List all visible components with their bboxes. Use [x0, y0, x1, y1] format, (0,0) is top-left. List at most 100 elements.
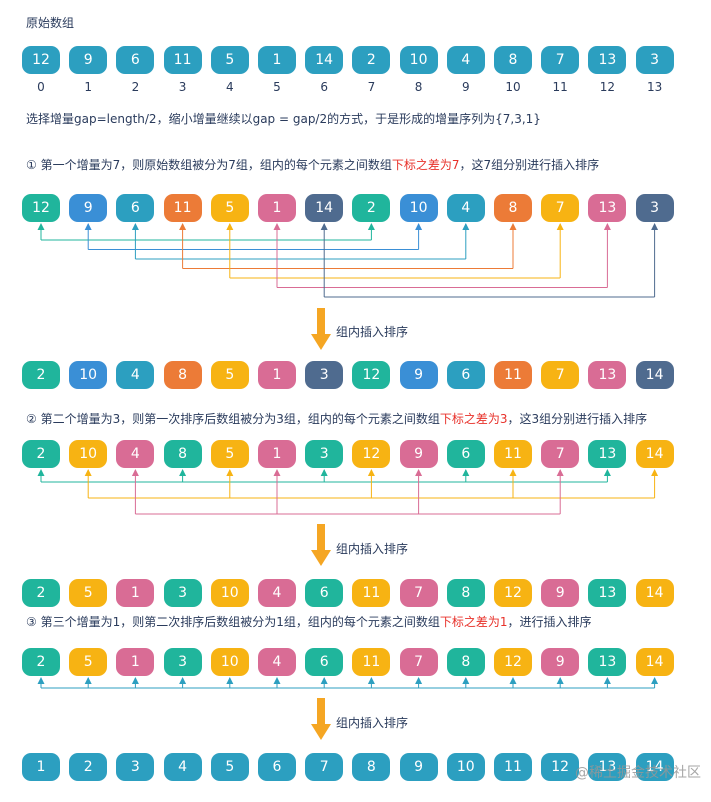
final-array-item: 2: [69, 753, 108, 781]
step3-array-item: 9: [541, 648, 580, 676]
final-array-item: 11: [494, 753, 532, 781]
index-label: 4: [225, 80, 234, 94]
index-label: 2: [131, 80, 140, 94]
index-label: 3: [178, 80, 187, 94]
arrowhead-icon: [415, 677, 423, 684]
down-arrow-icon: [311, 308, 331, 350]
index-label: 11: [552, 80, 568, 94]
final-array-item: 3: [116, 753, 155, 781]
index-label: 7: [367, 80, 376, 94]
step2-array-item: 1: [258, 440, 296, 468]
arrowhead-icon: [367, 677, 375, 684]
arrowhead-icon: [603, 223, 611, 230]
index-label: 13: [646, 80, 663, 94]
after-step2-array-item: 5: [69, 579, 108, 607]
after-step1-array-item: 4: [116, 361, 155, 389]
final-array-item: 5: [210, 753, 249, 781]
index-label: 10: [505, 80, 521, 94]
arrowhead-icon: [556, 469, 564, 476]
arrowhead-icon: [226, 677, 234, 684]
arrowhead-icon: [226, 223, 234, 230]
after-step1-array-item: 11: [494, 361, 532, 389]
arrowhead-icon: [273, 223, 281, 230]
insertion-sort-label-3: 组内插入排序: [336, 716, 409, 730]
after-step2-array-item: 7: [399, 579, 438, 607]
arrowhead-icon: [179, 469, 187, 476]
final-array-item: 10: [446, 753, 485, 781]
arrowhead-icon: [84, 223, 92, 230]
arrowhead-icon: [556, 677, 564, 684]
final-array-item: 1: [22, 753, 60, 781]
original-array-item: 2: [352, 46, 391, 74]
after-step2-array-item: 3: [163, 579, 202, 607]
step2-desc-pre: ② 第二个增量为3，则第一次排序后数组被分为3组，组内的每个元素之间数组: [26, 412, 440, 426]
step2-array-item: 11: [494, 440, 532, 468]
after-step1-array-item: 6: [446, 361, 485, 389]
step2-array-item: 10: [69, 440, 108, 468]
arrowhead-icon: [179, 223, 187, 230]
after-step1-array-item: 10: [69, 361, 108, 389]
after-step1-array-item: 9: [399, 361, 438, 389]
original-array-item: 12: [22, 46, 60, 74]
arrowhead-icon: [84, 677, 92, 684]
arrowhead-icon: [651, 469, 659, 476]
arrowhead-icon: [367, 223, 375, 230]
step3-array-item: 14: [635, 648, 674, 676]
arrowhead-icon: [603, 677, 611, 684]
after-step2-array-item: 13: [588, 579, 627, 607]
step3-array-item: 6: [305, 648, 344, 676]
arrowhead-icon: [651, 677, 659, 684]
arrowhead-icon: [651, 223, 659, 230]
step1-array-item: 4: [446, 194, 485, 222]
arrowhead-icon: [179, 677, 187, 684]
step2-description: ② 第二个增量为3，则第一次排序后数组被分为3组，组内的每个元素之间数组下标之差…: [26, 410, 647, 427]
step1-description: ① 第一个增量为7，则原始数组被分为7组，组内的每个元素之间数组下标之差为7，这…: [26, 156, 599, 173]
after-step1-array-item: 2: [22, 361, 60, 389]
arrowhead-icon: [415, 469, 423, 476]
arrowhead-icon: [509, 677, 517, 684]
step2-array-item: 14: [635, 440, 674, 468]
original-array-item: 6: [116, 46, 155, 74]
after-step2-array-item: 12: [494, 579, 532, 607]
step2-array-item: 2: [22, 440, 60, 468]
arrowhead-icon: [320, 469, 328, 476]
step1-array-item: 8: [494, 194, 532, 222]
original-array-item: 11: [163, 46, 202, 74]
step3-array-item: 12: [494, 648, 532, 676]
after-step1-array-item: 14: [635, 361, 674, 389]
arrowhead-icon: [415, 223, 423, 230]
index-label: 5: [273, 80, 281, 94]
arrowhead-icon: [462, 469, 470, 476]
arrowhead-icon: [367, 469, 375, 476]
after-step1-array-item: 12: [352, 361, 391, 389]
after-step2-array-item: 4: [258, 579, 296, 607]
step3-description: ③ 第三个增量为1，则第二次排序后数组被分为1组，组内的每个元素之间数组下标之差…: [26, 613, 592, 630]
original-array-item: 14: [305, 46, 344, 74]
final-array-item: 4: [163, 753, 202, 781]
arrowhead-icon: [37, 469, 45, 476]
original-array-item: 10: [399, 46, 438, 74]
step1-array-item: 3: [635, 194, 674, 222]
arrowhead-icon: [37, 223, 45, 230]
final-array-item: 13: [588, 753, 627, 781]
after-step2-array-item: 8: [446, 579, 485, 607]
arrowhead-icon: [131, 469, 139, 476]
gap-intro-text: 选择增量gap=length/2，缩小增量继续以gap = gap/2的方式，于…: [26, 112, 541, 126]
step3-array-item: 1: [116, 648, 155, 676]
arrowhead-icon: [320, 223, 328, 230]
insertion-sort-label-2: 组内插入排序: [336, 542, 409, 556]
step3-array-item: 4: [258, 648, 296, 676]
watermark: @稀土掘金技术社区: [575, 765, 701, 781]
original-array-item: 13: [588, 46, 627, 74]
arrowhead-icon: [509, 469, 517, 476]
original-array-item: 1: [258, 46, 296, 74]
step1-array-item: 14: [305, 194, 344, 222]
step3-array-item: 7: [399, 648, 438, 676]
arrowhead-icon: [462, 677, 470, 684]
step2-array-item: 3: [305, 440, 344, 468]
original-array-item: 7: [541, 46, 580, 74]
final-array-item: 14: [635, 753, 674, 781]
arrowhead-icon: [131, 223, 139, 230]
down-arrow-icon: [311, 524, 331, 566]
original-array-title: 原始数组: [26, 16, 75, 30]
